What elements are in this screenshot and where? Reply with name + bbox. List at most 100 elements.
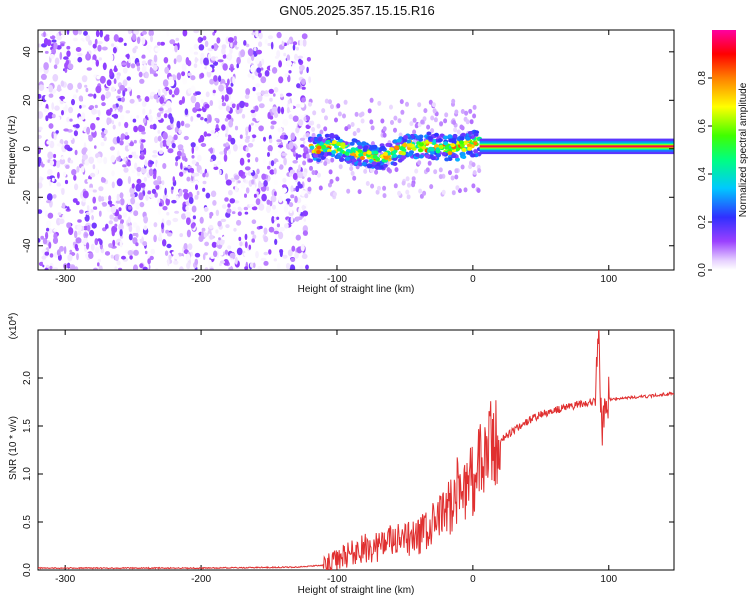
spectrogram-cell: [212, 133, 218, 140]
spectrogram-cell: [116, 74, 120, 80]
spectrogram-cell: [43, 38, 49, 45]
spectrogram-cell: [86, 126, 91, 135]
spectrogram-cell: [179, 255, 186, 264]
spectrogram-cell: [377, 185, 381, 191]
spectrogram-cell: [407, 152, 413, 157]
spectrogram-cell: [92, 189, 97, 193]
spectrogram-cell: [255, 83, 261, 88]
spectrogram-cell: [269, 169, 275, 175]
spectrogram-cell: [324, 133, 330, 138]
spectrogram-cell: [295, 152, 299, 161]
spectrogram-cell: [186, 229, 191, 238]
spectrogram-cell: [141, 100, 147, 107]
spectrogram-cell: [132, 33, 137, 41]
spectrogram-cell: [224, 117, 229, 122]
spectrogram-cell: [248, 124, 252, 133]
spectrogram-cell: [152, 123, 157, 130]
spectrogram-cell: [263, 251, 269, 256]
spectrogram-cell: [217, 59, 224, 63]
spectrogram-cell: [277, 106, 281, 114]
spectrogram-cell: [459, 140, 464, 145]
spectrogram-cell: [246, 152, 251, 158]
spectrogram-cell: [258, 125, 264, 132]
spectrogram-cell: [425, 167, 430, 173]
spectrogram-cell: [39, 67, 43, 73]
spectrogram-cell: [189, 219, 195, 223]
spectrogram-cell: [370, 145, 376, 149]
spectrogram-cell: [268, 226, 275, 233]
spectrogram-cell: [38, 99, 42, 108]
spectrogram-cell: [288, 202, 294, 208]
spectrogram-cell: [210, 190, 217, 198]
spectrogram-cell: [417, 160, 422, 166]
colorbar: 0.0 0.2 0.4 0.6 0.8 Normalized spectral ampl…: [697, 30, 749, 277]
spectrogram-cell: [239, 157, 245, 166]
spectrogram-cell: [157, 135, 162, 142]
spectrogram-cell: [183, 243, 188, 250]
spectrogram-cell: [120, 133, 126, 140]
spectrogram-cell: [177, 144, 184, 150]
x-tick-label: -300: [55, 574, 75, 585]
spectrogram-cell: [465, 119, 470, 125]
spectrogram-cell: [136, 178, 142, 184]
spectrogram-cell: [270, 125, 275, 130]
spectrogram-cell: [95, 85, 102, 94]
spectrogram-cell: [72, 37, 78, 42]
spectrogram-cell: [38, 238, 41, 243]
spectrogram-cell: [72, 94, 77, 99]
spectrogram-cell: [214, 127, 220, 132]
spectrogram-cell: [66, 222, 72, 229]
spectrogram-cell: [114, 223, 118, 228]
spectrogram-cell: [117, 37, 124, 43]
spectrogram-cell: [205, 172, 209, 178]
spectrogram-cell: [132, 118, 137, 123]
spectrogram-cell: [86, 205, 90, 211]
spectrogram-cell: [194, 194, 199, 200]
spectrogram-cell: [127, 86, 132, 92]
spectrogram-cell: [273, 87, 279, 93]
spectrogram-cell: [251, 238, 255, 243]
spectrogram-cell: [283, 52, 287, 57]
spectrogram-cell: [281, 152, 288, 156]
spectrogram-cell: [253, 47, 257, 52]
spectrogram-cell: [156, 112, 161, 118]
spectrogram-cell: [263, 260, 269, 266]
spectrogram-cell: [135, 225, 141, 233]
spectrogram-cell: [258, 203, 265, 211]
spectrogram-cell: [155, 267, 159, 270]
spectrogram-cell: [64, 179, 69, 185]
spectrogram-cell: [214, 117, 219, 122]
spectrogram-cell: [238, 143, 244, 151]
spectrogram-cell: [423, 108, 428, 114]
spectrogram-cell: [469, 119, 474, 125]
spectrogram-cell: [401, 180, 406, 186]
spectrogram-cell: [361, 161, 367, 166]
spectrogram-cell: [467, 131, 473, 135]
spectrogram-cell: [277, 144, 284, 148]
spectrogram-cell: [166, 219, 172, 226]
spectrogram-cell: [60, 34, 65, 38]
spectrogram-cell: [49, 253, 54, 258]
spectrogram-cell: [97, 203, 103, 211]
spectrogram-cell: [320, 145, 326, 150]
spectrogram-cell: [295, 185, 300, 192]
spectrogram-cell: [232, 206, 237, 212]
spectrogram-cell: [139, 263, 144, 269]
spectrogram-cell: [102, 265, 108, 269]
spectrogram-cell: [219, 262, 222, 267]
spectrogram-cell: [103, 136, 107, 142]
spectrogram-cell: [143, 147, 147, 156]
spectrogram-cell: [153, 73, 158, 77]
spectrogram-cell: [41, 255, 47, 260]
spectrogram-cell: [48, 241, 52, 249]
spectrogram-cell: [174, 45, 178, 53]
spectrogram-cell: [69, 249, 73, 253]
spectrogram-cell: [317, 137, 323, 142]
spectrogram-cell: [209, 234, 214, 240]
spectrogram-cell: [394, 167, 399, 173]
spectrogram-cell: [303, 218, 307, 222]
spectrogram-cell: [430, 115, 435, 121]
spectrogram-cell: [182, 188, 189, 193]
spectrogram-cell: [89, 105, 94, 109]
spectrogram-cell: [130, 115, 133, 123]
